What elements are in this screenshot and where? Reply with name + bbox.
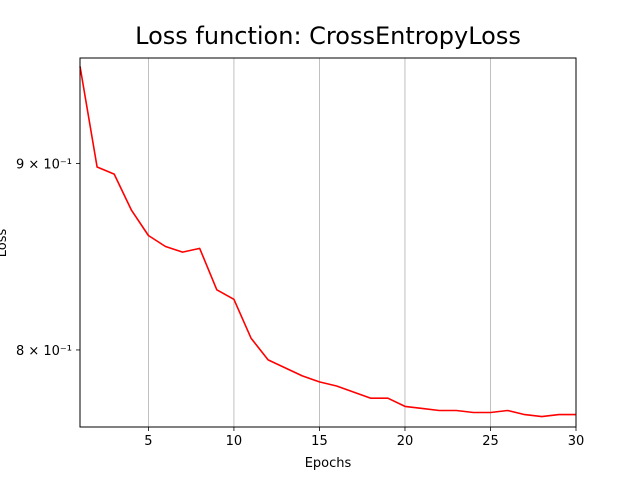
x-tick-label: 15 <box>311 434 328 449</box>
y-axis-label: Loss <box>0 229 10 258</box>
grid-lines <box>148 58 491 427</box>
series-line <box>79 66 576 418</box>
x-tick-label: 25 <box>482 434 499 449</box>
x-tick-label: 10 <box>226 434 243 449</box>
series-group <box>79 66 576 418</box>
y-axis-ticks: 9 × 10⁻¹ 8 × 10⁻¹ <box>16 157 80 359</box>
chart-title: Loss function: CrossEntropyLoss <box>135 22 521 50</box>
plot-frame <box>79 57 577 428</box>
x-tick-label: 20 <box>397 434 414 449</box>
y-tick-label: 8 × 10⁻¹ <box>16 344 72 359</box>
x-axis-ticks: 5 10 15 20 25 30 <box>144 427 584 449</box>
y-tick-label: 9 × 10⁻¹ <box>16 157 72 172</box>
x-tick-label: 30 <box>568 434 585 449</box>
x-axis-label: Epochs <box>305 456 352 471</box>
x-tick-label: 5 <box>144 434 152 449</box>
